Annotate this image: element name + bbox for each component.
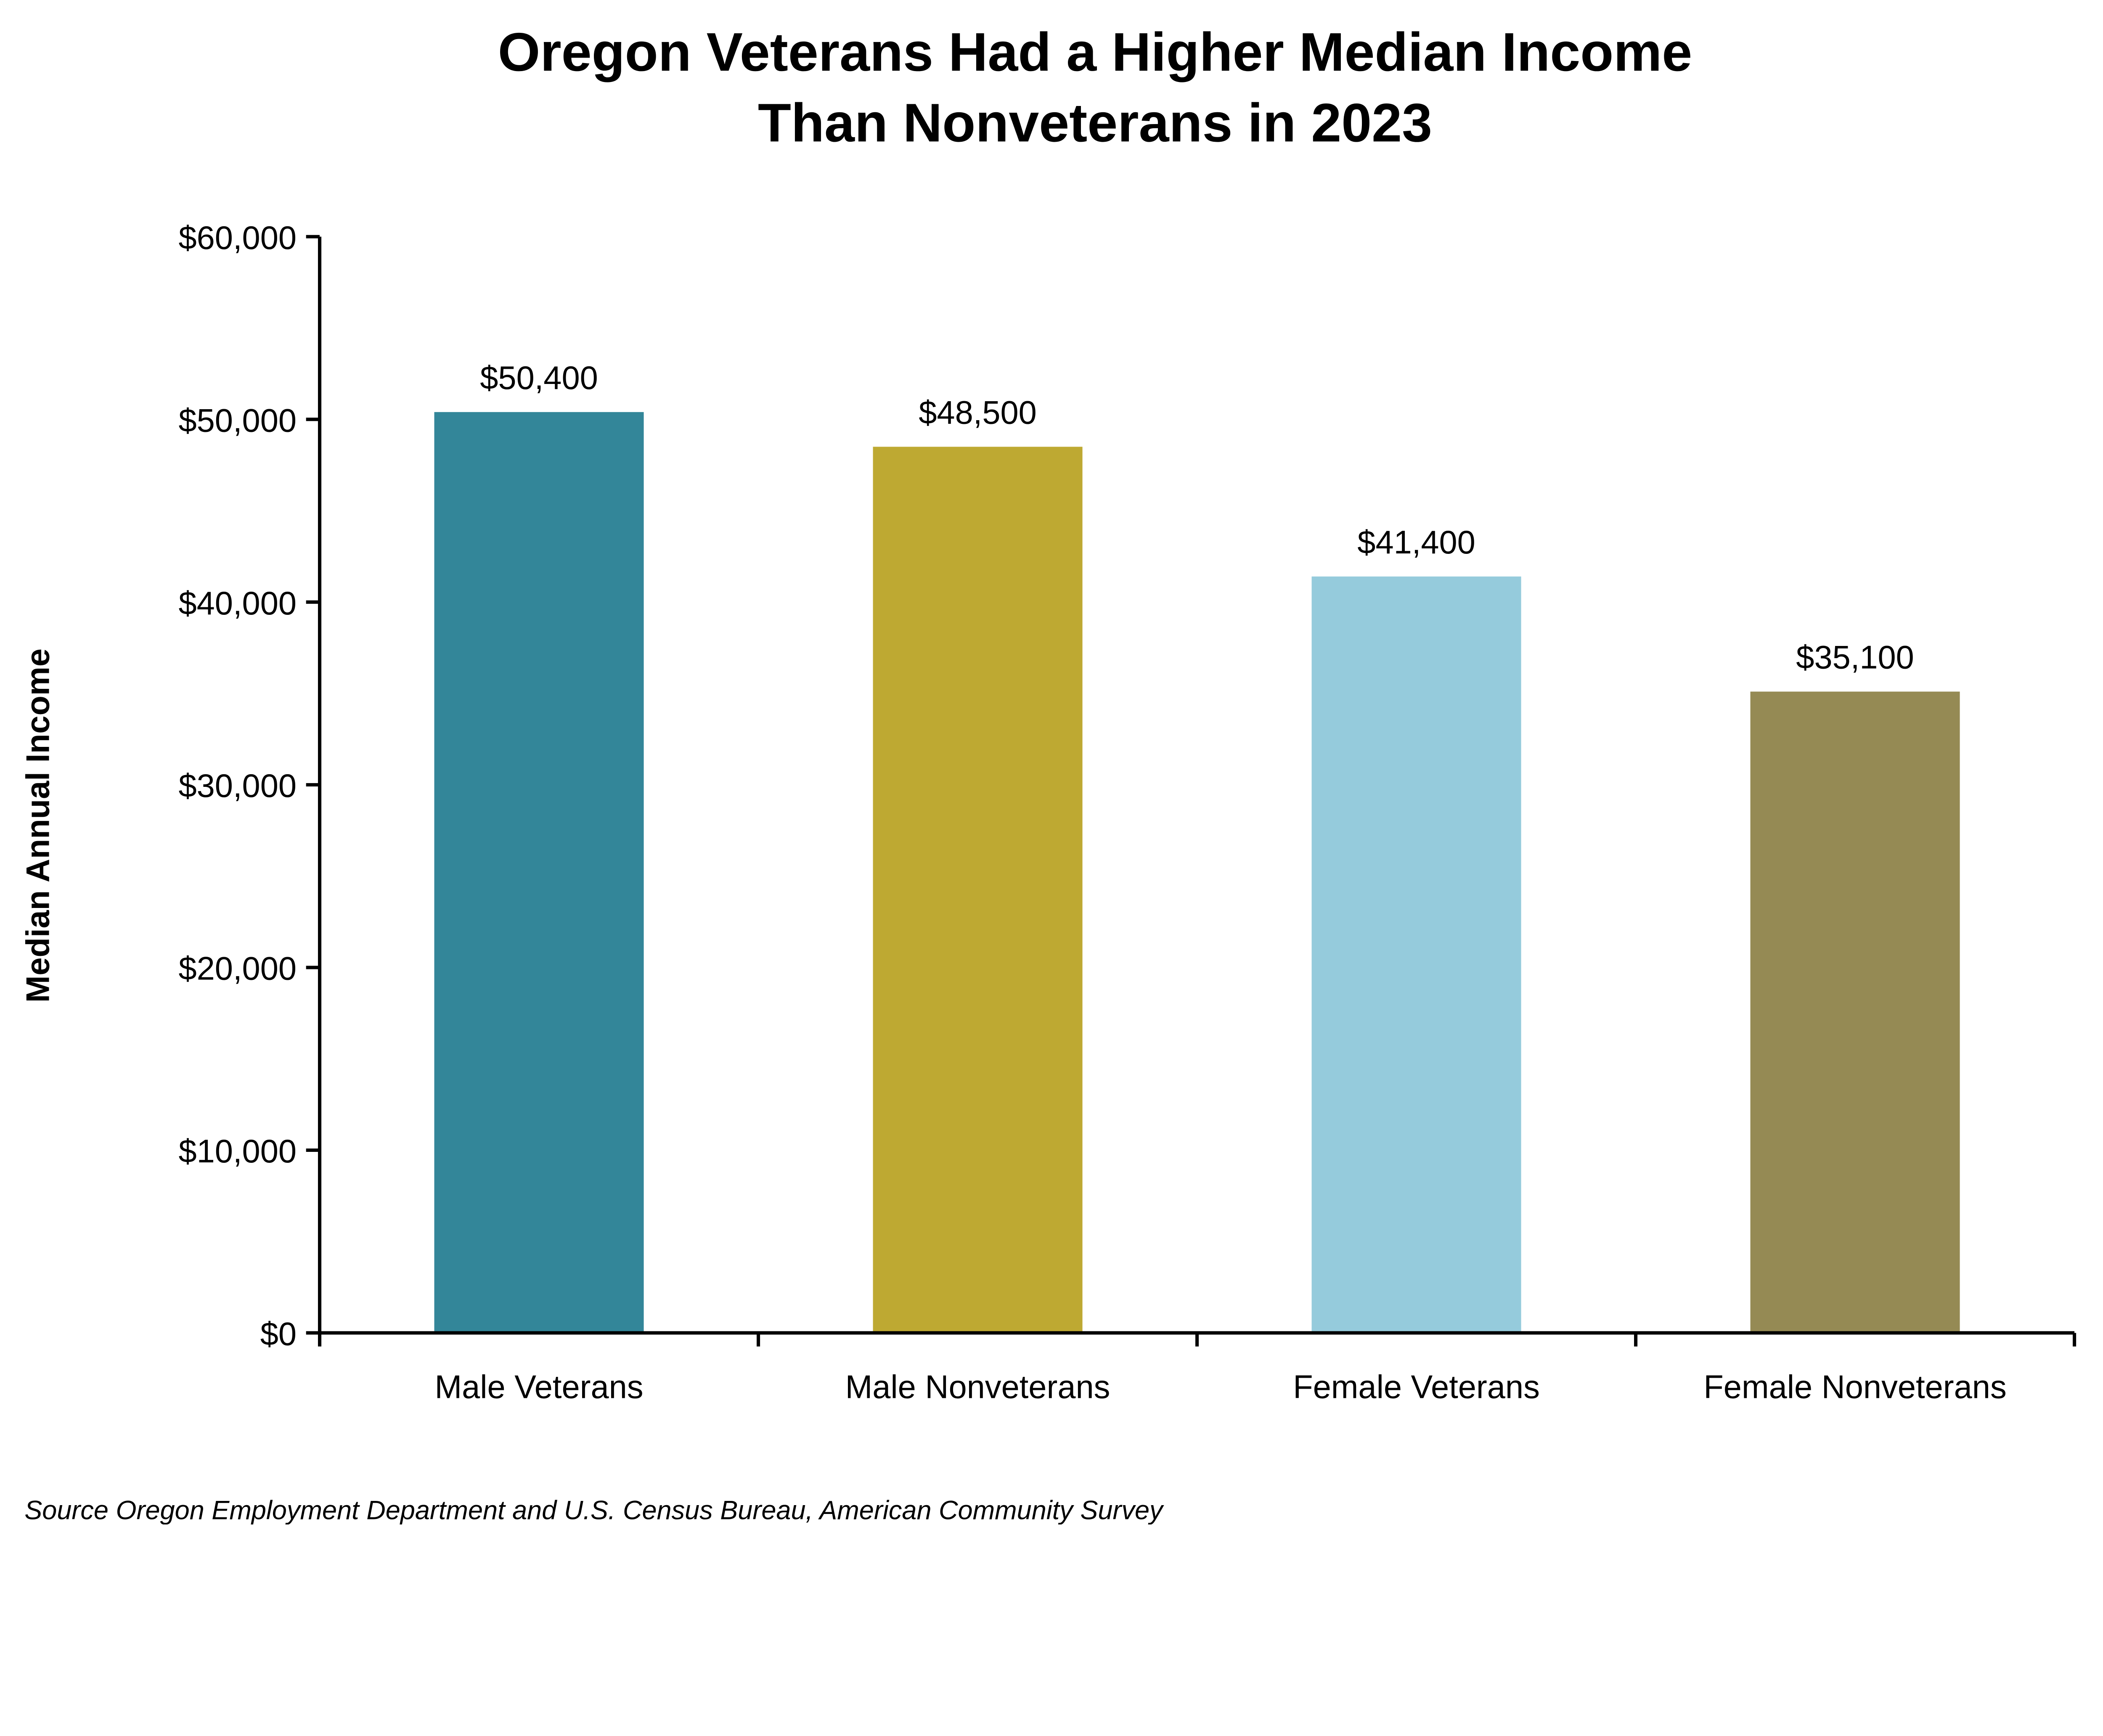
y-tick-label-2: $20,000 (178, 951, 297, 987)
bar-2 (1311, 576, 1521, 1333)
source-note: Source Oregon Employment Department and … (24, 1496, 1164, 1525)
data-label-2: $41,400 (1357, 524, 1475, 561)
bar-chart: Oregon Veterans Had a Higher Median Inco… (20, 22, 2077, 1525)
plot-area: $50,400 Male Veterans $48,500 Male Nonveter… (178, 220, 2077, 1405)
y-tick-label-3: $30,000 (178, 768, 297, 804)
x-tick-label-2: Female Veterans (1293, 1369, 1540, 1405)
y-tick-label-1: $10,000 (178, 1133, 297, 1170)
x-tick-label-3: Female Nonveterans (1703, 1369, 2006, 1405)
data-label-0: $50,400 (480, 360, 598, 396)
data-label-1: $48,500 (919, 394, 1037, 431)
y-tick-label-0: $0 (260, 1316, 297, 1352)
x-tick-label-0: Male Veterans (434, 1369, 643, 1405)
x-tick-label-1: Male Nonveterans (845, 1369, 1110, 1405)
y-tick-label-4: $40,000 (178, 585, 297, 622)
y-tick-label-6: $60,000 (178, 220, 297, 256)
bar-1 (873, 447, 1083, 1333)
chart-title-line-2: Than Nonveterans in 2023 (758, 93, 1432, 153)
y-tick-label-5: $50,000 (178, 402, 297, 439)
data-label-3: $35,100 (1796, 640, 1914, 676)
chart-title-line-1: Oregon Veterans Had a Higher Median Inco… (498, 22, 1692, 82)
bar-3 (1750, 691, 1960, 1333)
y-axis-label: Median Annual Income (20, 648, 56, 1003)
bar-0 (434, 412, 644, 1333)
